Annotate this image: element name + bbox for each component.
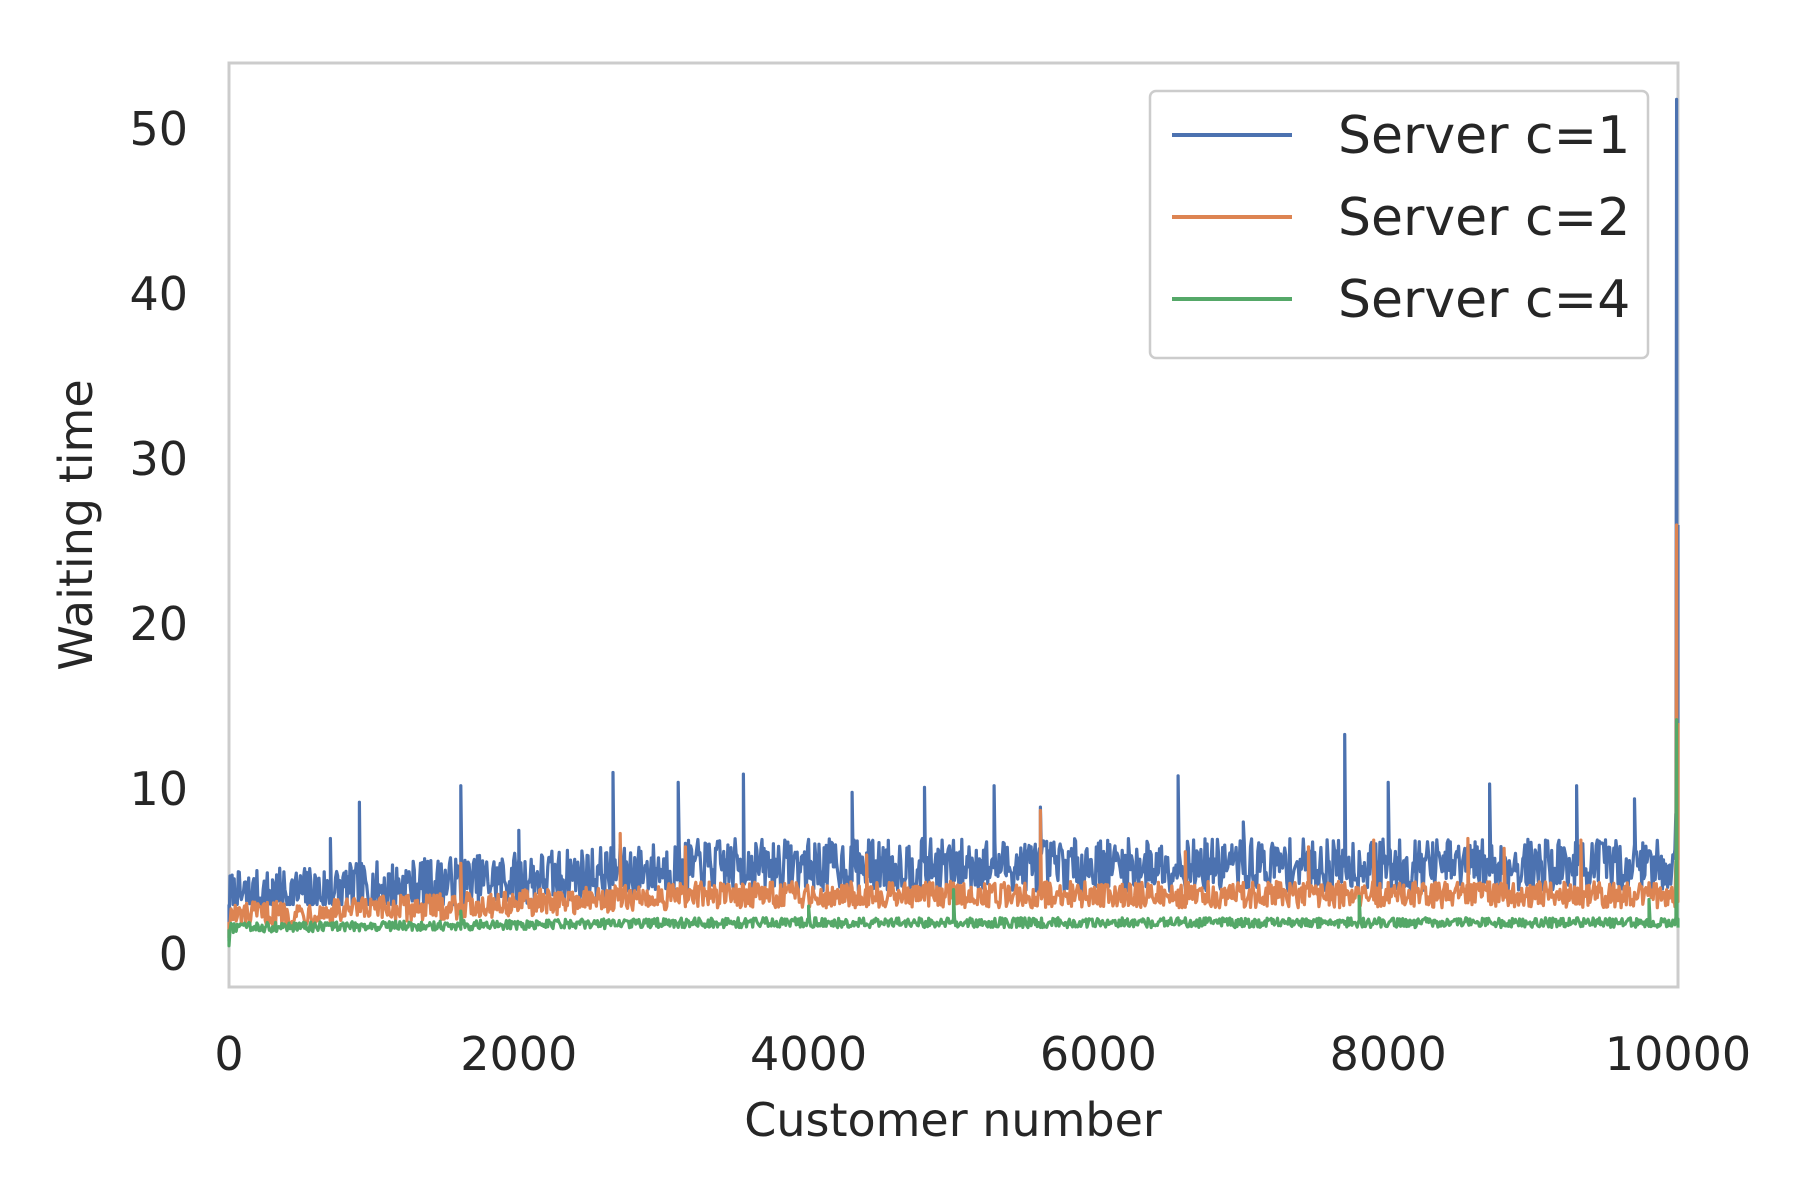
y-tick-label: 20 [129,597,188,651]
x-axis-label: Customer number [744,1093,1162,1147]
y-tick-labels: 0 10 20 30 40 50 [129,102,188,981]
legend-label: Server c=4 [1338,270,1630,330]
y-tick-label: 50 [129,102,188,156]
series-line [227,523,1680,940]
legend-label: Server c=1 [1338,106,1630,166]
y-tick-label: 40 [129,267,188,321]
x-tick-label: 10000 [1605,1027,1751,1081]
y-axis-label: Waiting time [49,379,103,670]
x-tick-label: 0 [214,1027,243,1081]
x-tick-labels: 0 2000 4000 6000 8000 10000 [214,1027,1751,1081]
series-line [227,718,1680,948]
x-tick-label: 8000 [1330,1027,1447,1081]
series-line [227,97,1680,943]
x-tick-label: 6000 [1040,1027,1157,1081]
series-layer [227,97,1680,948]
y-tick-label: 0 [159,927,188,981]
legend: Server c=1 Server c=2 Server c=4 [1148,89,1650,360]
legend-items: Server c=1 Server c=2 Server c=4 [1172,106,1630,330]
legend-label: Server c=2 [1338,188,1630,248]
legend-box [1148,89,1650,360]
x-tick-label: 2000 [460,1027,577,1081]
y-tick-label: 30 [129,432,188,486]
x-tick-label: 4000 [750,1027,867,1081]
y-tick-label: 10 [129,762,188,816]
